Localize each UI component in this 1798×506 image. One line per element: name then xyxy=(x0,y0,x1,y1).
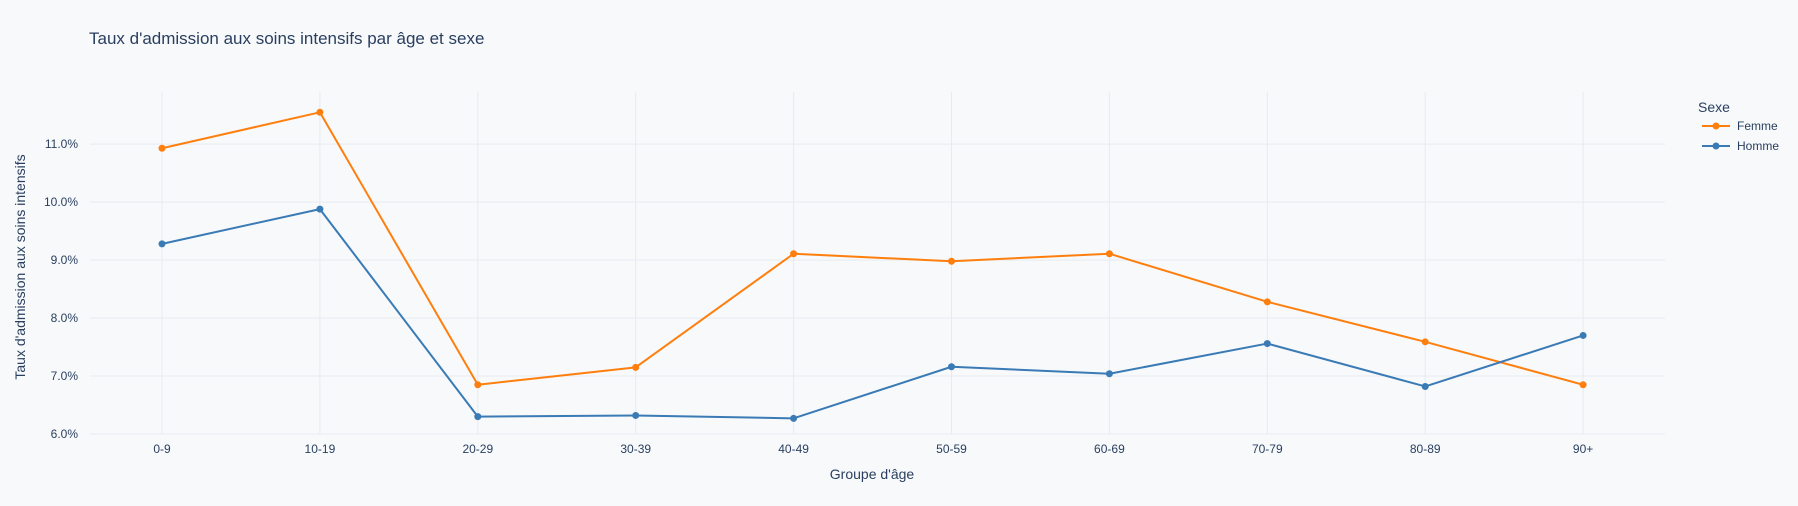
series-layer xyxy=(158,108,1587,422)
y-axis-title: Taux d'admission aux soins intensifs xyxy=(12,154,28,379)
data-point-femme xyxy=(632,363,640,371)
legend-swatch-marker xyxy=(1712,142,1720,150)
x-axis-title: Groupe d'âge xyxy=(830,466,915,482)
data-point-femme xyxy=(158,144,166,152)
data-point-femme xyxy=(474,381,482,389)
data-point-homme xyxy=(158,240,166,248)
data-point-femme xyxy=(1421,338,1429,346)
data-point-femme xyxy=(948,257,955,265)
grid xyxy=(90,92,1665,435)
legend-label: Homme xyxy=(1737,139,1779,153)
chart-title: Taux d'admission aux soins intensifs par… xyxy=(89,29,484,48)
data-point-femme xyxy=(1263,298,1271,306)
legend-title: Sexe xyxy=(1698,99,1730,115)
x-tick-label: 60-69 xyxy=(1094,442,1125,456)
x-tick-label: 80-89 xyxy=(1410,442,1441,456)
x-tick-label: 90+ xyxy=(1573,442,1593,456)
x-tick-label: 50-59 xyxy=(936,442,967,456)
series-homme xyxy=(158,205,1587,422)
data-point-homme xyxy=(1105,370,1113,378)
legend-label: Femme xyxy=(1737,119,1778,133)
y-tick-label: 11.0% xyxy=(45,137,78,151)
series-femme xyxy=(158,108,1587,389)
data-point-homme xyxy=(474,413,482,421)
axes: 0-9 10-19 20-29 30-39 40-49 50-59 60-69 70-79 80… xyxy=(44,137,1593,456)
x-tick-label: 20-29 xyxy=(462,442,493,456)
x-tick-label: 10-19 xyxy=(305,442,336,456)
series-line-femme xyxy=(161,111,1584,386)
data-point-femme xyxy=(1579,381,1587,389)
x-tick-label: 30-39 xyxy=(620,442,651,456)
y-tick-label: 6.0% xyxy=(51,427,79,441)
data-point-homme xyxy=(1263,340,1271,348)
series-line-homme xyxy=(161,208,1584,420)
x-tick-label: 40-49 xyxy=(778,442,809,456)
data-point-femme xyxy=(790,250,798,258)
legend-item-femme: Femme xyxy=(1702,119,1778,133)
y-tick-label: 9.0% xyxy=(51,253,79,267)
data-point-femme xyxy=(316,108,324,116)
data-point-homme xyxy=(1579,331,1587,339)
y-tick-label: 10.0% xyxy=(44,195,78,209)
legend-swatch-marker xyxy=(1712,122,1720,130)
y-tick-label: 8.0% xyxy=(51,311,79,325)
data-point-homme xyxy=(790,414,798,422)
y-tick-label: 7.0% xyxy=(51,369,79,383)
x-tick-label: 0-9 xyxy=(153,442,171,456)
legend: Sexe Femme Homme xyxy=(1698,99,1779,153)
data-point-homme xyxy=(632,411,640,419)
legend-item-homme: Homme xyxy=(1702,139,1779,153)
data-point-homme xyxy=(1421,382,1429,390)
data-point-homme xyxy=(948,363,955,371)
x-tick-label: 70-79 xyxy=(1252,442,1283,456)
data-point-femme xyxy=(1105,250,1113,258)
data-point-homme xyxy=(316,205,324,213)
